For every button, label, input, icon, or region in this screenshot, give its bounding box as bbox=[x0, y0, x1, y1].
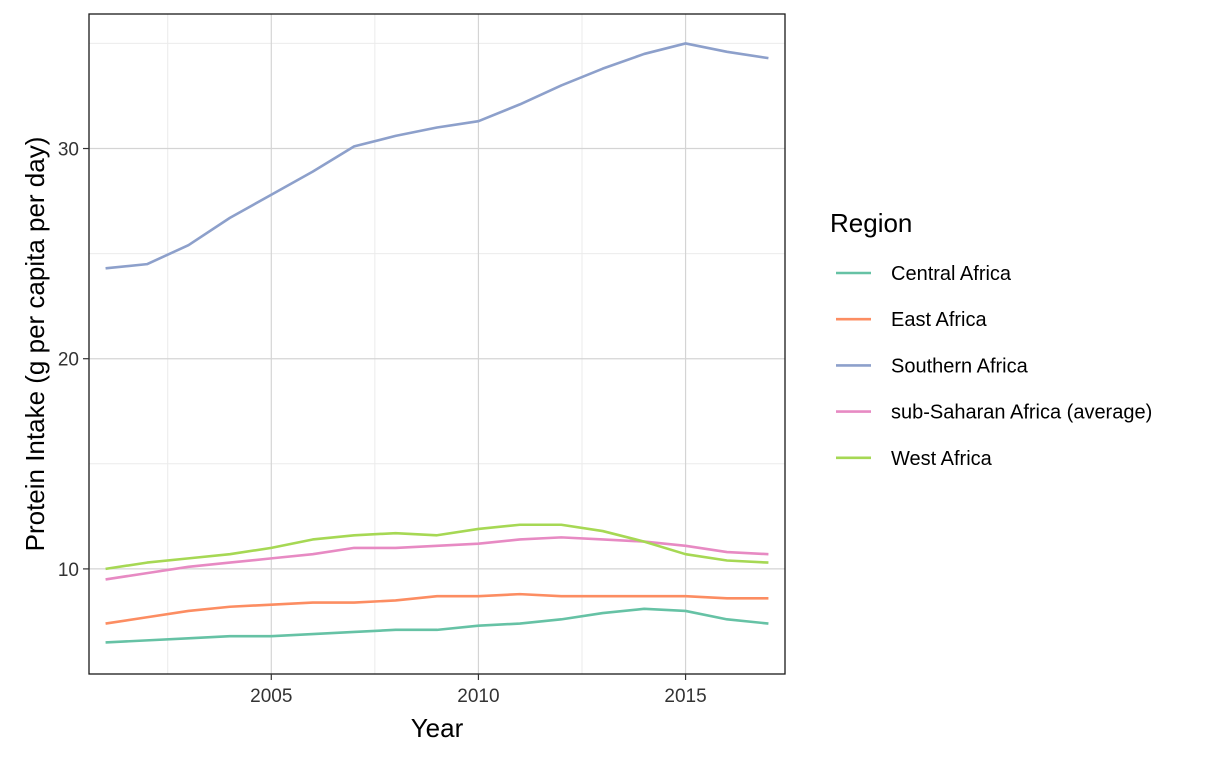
y-tick-label: 10 bbox=[58, 560, 79, 581]
series-lines bbox=[105, 42, 769, 644]
legend-label-4: West Africa bbox=[891, 448, 993, 470]
series-line-0 bbox=[105, 607, 769, 644]
legend-label-2: Southern Africa bbox=[891, 355, 1029, 377]
series-line-1 bbox=[105, 592, 769, 625]
gridlines bbox=[89, 14, 785, 674]
series-line-4 bbox=[105, 523, 769, 571]
x-tick-label: 2010 bbox=[457, 686, 499, 707]
x-tick-label: 2005 bbox=[250, 686, 292, 707]
y-axis-title: Protein Intake (g per capita per day) bbox=[20, 137, 50, 552]
x-axis-title: Year bbox=[411, 713, 464, 743]
axis-ticks: 2005 2010 2015 10 20 30 bbox=[58, 140, 707, 707]
series-line-2 bbox=[105, 42, 769, 270]
y-tick-label: 20 bbox=[58, 350, 79, 371]
series-line-3 bbox=[105, 536, 769, 581]
legend-title: Region bbox=[830, 208, 912, 238]
legend-label-0: Central Africa bbox=[891, 263, 1012, 285]
x-tick-label: 2015 bbox=[664, 686, 706, 707]
legend-label-1: East Africa bbox=[891, 309, 987, 331]
y-tick-label: 30 bbox=[58, 140, 79, 161]
plot-panel-border bbox=[88, 13, 786, 675]
legend-label-3: sub-Saharan Africa (average) bbox=[891, 402, 1152, 424]
legend: Region Central Africa East Africa Southern… bbox=[830, 208, 1152, 470]
